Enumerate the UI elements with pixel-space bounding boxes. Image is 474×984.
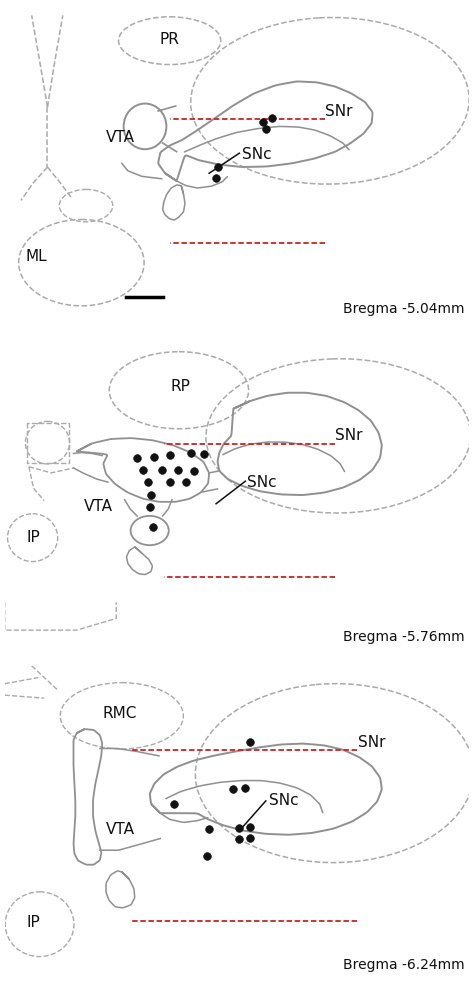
Text: SNc: SNc [269, 793, 298, 809]
Text: Bregma -5.04mm: Bregma -5.04mm [343, 302, 465, 316]
Text: SNc: SNc [242, 147, 271, 161]
Text: ML: ML [26, 249, 47, 264]
Text: VTA: VTA [105, 822, 135, 836]
Text: PR: PR [160, 31, 180, 46]
Text: SNr: SNr [358, 735, 385, 750]
Text: IP: IP [27, 530, 40, 545]
Text: RMC: RMC [103, 707, 137, 721]
Text: SNr: SNr [326, 104, 353, 119]
Text: SNc: SNc [247, 474, 277, 490]
Text: Bregma -6.24mm: Bregma -6.24mm [343, 957, 465, 972]
Text: RP: RP [170, 379, 190, 394]
Text: IP: IP [27, 915, 40, 930]
Text: Bregma -5.76mm: Bregma -5.76mm [343, 630, 465, 644]
Text: SNr: SNr [335, 428, 362, 444]
Text: VTA: VTA [84, 499, 113, 515]
Text: VTA: VTA [106, 130, 136, 146]
